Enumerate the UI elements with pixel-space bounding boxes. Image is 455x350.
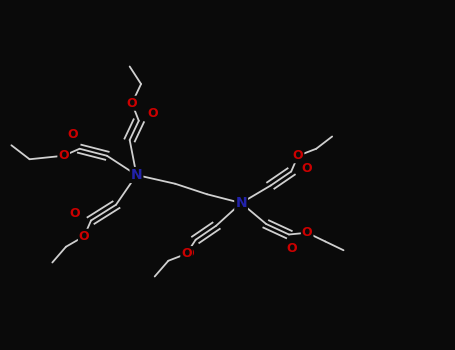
Text: O: O <box>126 97 137 110</box>
Text: O: O <box>70 207 81 220</box>
Text: O: O <box>147 107 158 120</box>
Text: O: O <box>181 247 192 260</box>
Text: O: O <box>293 149 303 162</box>
Text: N: N <box>235 196 247 210</box>
Text: N: N <box>131 168 142 182</box>
Text: O: O <box>58 149 69 162</box>
Text: O: O <box>302 161 313 175</box>
Text: O: O <box>67 127 78 141</box>
Text: O: O <box>286 242 297 255</box>
Text: O: O <box>183 247 194 260</box>
Text: O: O <box>302 226 313 239</box>
Text: O: O <box>79 230 90 243</box>
